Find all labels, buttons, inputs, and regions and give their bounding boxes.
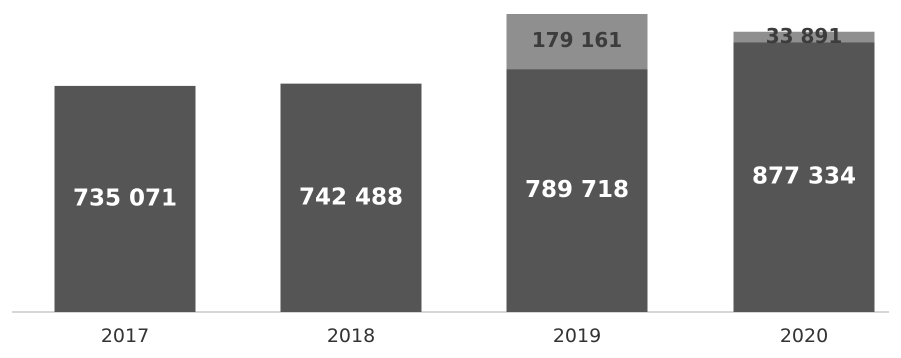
value-labels-group: 735 071 742 488 789 718 179 161 877 334 33 89… (73, 24, 856, 211)
bars-group (54, 14, 875, 313)
x-tick-labels: 2017 2018 2019 2020 (101, 325, 828, 347)
bar-2019-segment-2 (506, 14, 648, 70)
x-tick-label-2019: 2019 (553, 325, 601, 347)
bar-2020-segment-1 (733, 42, 875, 312)
value-label-2019-segment-1: 789 718 (525, 177, 629, 203)
bar-2018-segment-1 (280, 83, 422, 312)
value-label-2017-segment-1: 735 071 (73, 185, 177, 211)
value-label-2020-segment-2: 33 891 (766, 24, 843, 48)
bar-2019-segment-1 (506, 69, 648, 313)
x-tick-label-2018: 2018 (327, 325, 375, 347)
bar-2020-segment-2 (733, 31, 875, 43)
x-tick-label-2017: 2017 (101, 325, 149, 347)
value-label-2018-segment-1: 742 488 (299, 184, 403, 210)
x-tick-label-2020: 2020 (780, 325, 828, 347)
bar-2017-segment-1 (54, 85, 196, 312)
value-label-2020-segment-1: 877 334 (752, 164, 856, 190)
value-label-2019-segment-2: 179 161 (532, 28, 622, 52)
